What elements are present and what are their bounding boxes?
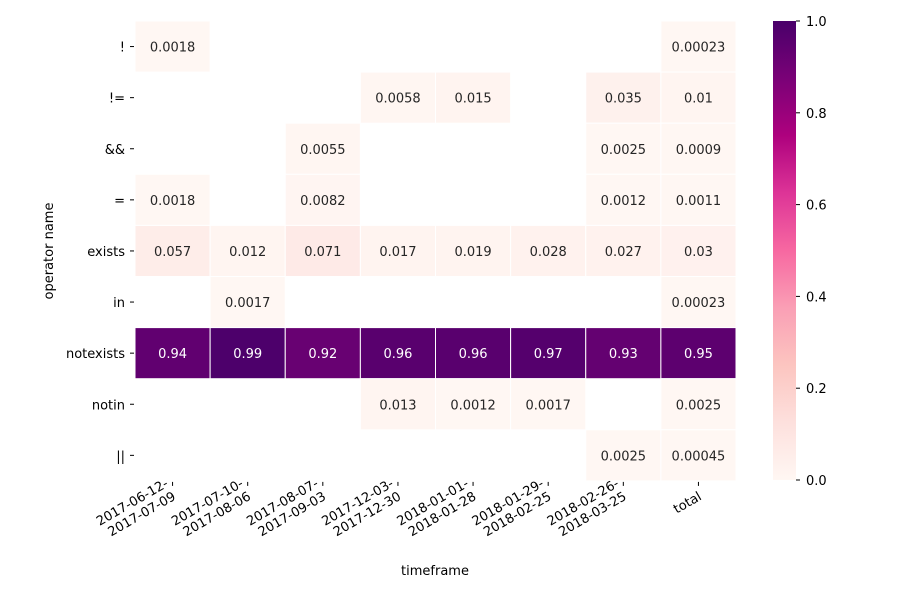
cell-value-label: 0.96: [459, 347, 488, 362]
cell-value-label: 0.0025: [601, 143, 647, 158]
cell-value-label: 0.0017: [225, 296, 271, 311]
colorbar: 0.0 0.2 0.4 0.6 0.8 1.0: [773, 15, 827, 489]
heatmap-cell: [435, 224, 512, 277]
cell-value-label: 0.0018: [150, 41, 196, 56]
y-tick-label: ||: [116, 449, 125, 464]
x-tick-label: 2018-01-29-2018-02-25: [470, 476, 555, 542]
cell-value-label: 0.0017: [525, 398, 571, 413]
heatmap-cell: [660, 429, 737, 482]
cell-value-label: 0.95: [684, 347, 713, 362]
x-axis: 2017-06-12-2017-07-092017-07-10-2017-08-…: [94, 476, 704, 542]
y-tick-label: in: [113, 296, 125, 311]
heatmap-cell: [359, 71, 436, 124]
heatmap-cell: [585, 173, 662, 226]
cell-value-label: 0.0009: [676, 143, 722, 158]
cell-value-label: 0.0011: [676, 194, 722, 209]
cell-value-label: 0.071: [304, 245, 341, 260]
cell-value-label: 0.057: [154, 245, 191, 260]
heatmap-cell: [209, 327, 286, 380]
cell-value-label: 0.00045: [672, 449, 726, 464]
y-tick-label: exists: [87, 245, 125, 260]
heatmap-cell: [134, 173, 211, 226]
colorbar-tick-label: 0.2: [806, 382, 827, 397]
heatmap-cell: [284, 173, 361, 226]
cell-value-label: 0.93: [609, 347, 638, 362]
heatmap-cell: [585, 224, 662, 277]
colorbar-tick-label: 0.6: [806, 199, 827, 214]
heatmap-cell: [660, 71, 737, 124]
cell-value-label: 0.92: [308, 347, 337, 362]
y-axis-label: operator name: [42, 203, 57, 300]
cell-value-label: 0.03: [684, 245, 713, 260]
colorbar-tick-label: 0.8: [806, 107, 827, 122]
cell-value-label: 0.0012: [601, 194, 647, 209]
heatmap-cell: [134, 224, 211, 277]
x-tick-label: 2017-07-10-2017-08-06: [169, 476, 254, 542]
heatmap-cell: [585, 429, 662, 482]
heatmap-cell: [660, 276, 737, 329]
cell-value-label: 0.96: [383, 347, 412, 362]
cell-value-label: 0.012: [229, 245, 266, 260]
cell-value-label: 0.015: [454, 92, 491, 107]
heatmap-cell: [359, 327, 436, 380]
heatmap-cell: [134, 20, 211, 73]
heatmap-cell: [660, 327, 737, 380]
cell-value-label: 0.97: [534, 347, 563, 362]
heatmap-cells: 0.0018 0.00023 0.0058 0.015 0.035 0.01 0.0055 0…: [134, 20, 737, 482]
cell-value-label: 0.00023: [672, 296, 726, 311]
cell-value-label: 0.0082: [300, 194, 346, 209]
colorbar-tick-label: 0.0: [806, 474, 827, 489]
heatmap-cell: [660, 20, 737, 73]
y-tick-label: &&: [105, 143, 125, 158]
heatmap-cell: [510, 224, 587, 277]
y-tick-label: =: [114, 194, 125, 209]
colorbar-tick-label: 0.4: [806, 290, 827, 305]
y-tick-label: !=: [109, 92, 125, 107]
heatmap-cell: [359, 224, 436, 277]
cell-value-label: 0.99: [233, 347, 262, 362]
heatmap-cell: [209, 276, 286, 329]
heatmap-cell: [510, 327, 587, 380]
y-tick-label: notin: [92, 398, 125, 413]
x-axis-label: timeframe: [401, 564, 469, 579]
cell-value-label: 0.017: [379, 245, 416, 260]
cell-value-label: 0.0025: [601, 449, 647, 464]
cell-value-label: 0.028: [530, 245, 567, 260]
cell-value-label: 0.0012: [450, 398, 496, 413]
cell-value-label: 0.0058: [375, 92, 421, 107]
x-tick-label: 2018-01-01-2018-01-28: [395, 476, 480, 542]
heatmap-cell: [435, 71, 512, 124]
cell-value-label: 0.0018: [150, 194, 196, 209]
heatmap-cell: [660, 224, 737, 277]
heatmap-cell: [510, 378, 587, 431]
cell-value-label: 0.00023: [672, 41, 726, 56]
cell-value-label: 0.019: [454, 245, 491, 260]
cell-value-label: 0.94: [158, 347, 187, 362]
y-axis: ! != && = exists in notexists notin ||: [66, 41, 134, 464]
heatmap-cell: [284, 224, 361, 277]
y-tick-label: notexists: [66, 347, 125, 362]
y-tick-label: !: [120, 41, 125, 56]
x-tick-label: 2017-06-12-2017-07-09: [94, 476, 179, 542]
cell-value-label: 0.01: [684, 92, 713, 107]
heatmap-cell: [585, 122, 662, 175]
x-tick-label: 2018-02-26-2018-03-25: [545, 476, 630, 542]
cell-value-label: 0.035: [605, 92, 642, 107]
colorbar-gradient: [773, 21, 796, 480]
x-tick-label: 2017-08-07-2017-09-03: [244, 476, 329, 542]
cell-value-label: 0.0055: [300, 143, 346, 158]
cell-value-label: 0.013: [379, 398, 416, 413]
x-tick-label: total: [671, 489, 704, 517]
colorbar-tick-label: 1.0: [806, 15, 827, 30]
x-tick-label: 2017-12-03-2017-12-30: [319, 476, 404, 542]
cell-value-label: 0.0025: [676, 398, 722, 413]
cell-value-label: 0.027: [605, 245, 642, 260]
heatmap-cell: [435, 327, 512, 380]
